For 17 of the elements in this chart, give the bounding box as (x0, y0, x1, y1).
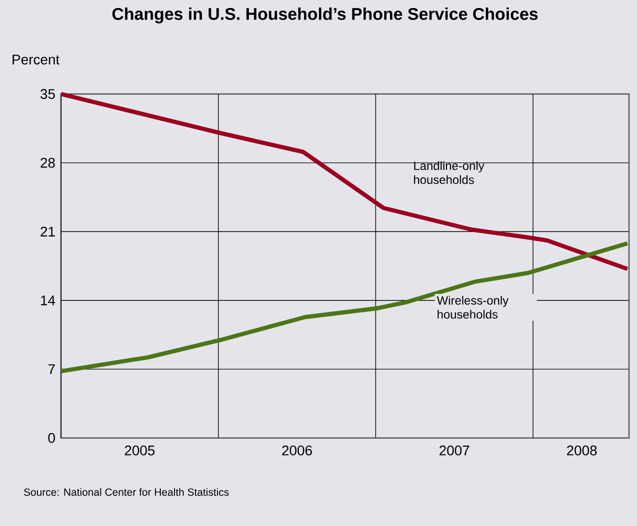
y-tick-label: 0 (48, 433, 55, 443)
source-note: Source: National Center for Health Statistics (24, 488, 229, 496)
line-series (58, 241, 630, 374)
series-label: Wireless-only households (436, 296, 509, 319)
y-tick-label: 21 (40, 226, 55, 236)
y-tick-label: 28 (40, 158, 55, 168)
x-tick-label: 2006 (282, 446, 312, 456)
y-tick-label: 7 (48, 364, 55, 374)
y-tick-label: 14 (41, 296, 56, 306)
y-tick-label: 35 (40, 89, 55, 99)
chart-title: Changes in U.S. Household’s Phone Service Choices (112, 8, 538, 24)
x-tick-label: 2008 (566, 446, 597, 456)
x-tick-label: 2005 (124, 446, 155, 456)
x-tick-label: 2007 (440, 446, 470, 456)
text: Landline-only households (414, 161, 484, 184)
line-series (58, 92, 630, 272)
y-axis-title: Percent (12, 54, 60, 64)
